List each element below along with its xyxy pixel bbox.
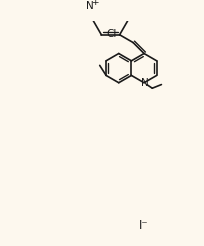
Text: Cl: Cl [106, 29, 117, 39]
Text: N: N [86, 1, 93, 11]
Text: +: + [90, 0, 98, 7]
Text: N: N [140, 78, 148, 88]
Text: I⁻: I⁻ [139, 219, 148, 232]
